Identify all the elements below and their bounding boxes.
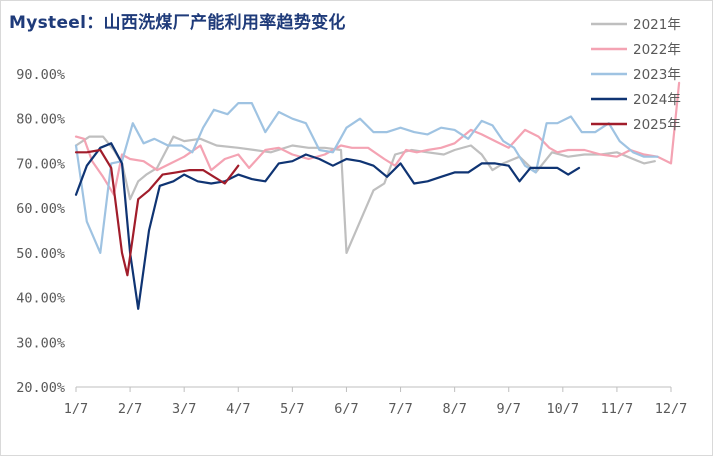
x-tick-label: 1/7	[64, 401, 88, 417]
x-tick-label: 2/7	[118, 401, 142, 417]
x-tick-label: 9/7	[497, 401, 521, 417]
legend-label: 2025年	[633, 117, 681, 133]
series-line-2025年	[74, 148, 240, 277]
y-tick-label: 70.00%	[16, 156, 65, 172]
series-line-2022年	[74, 81, 681, 196]
x-tick-label: 5/7	[280, 401, 304, 417]
y-tick-label: 80.00%	[16, 112, 65, 128]
y-tick-label: 40.00%	[16, 291, 65, 307]
x-tick-label: 4/7	[226, 401, 250, 417]
y-tick-label: 90.00%	[16, 67, 65, 83]
y-tick-label: 30.00%	[16, 335, 65, 351]
x-tick-label: 12/7	[655, 401, 688, 417]
x-tick-label: 3/7	[172, 401, 196, 417]
x-tick-label: 10/7	[547, 401, 580, 417]
y-tick-label: 60.00%	[16, 201, 65, 217]
legend-label: 2022年	[633, 42, 681, 58]
legend-label: 2021年	[633, 17, 681, 33]
y-tick-label: 20.00%	[16, 380, 65, 396]
x-tick-label: 8/7	[442, 401, 466, 417]
x-tick-label: 11/7	[601, 401, 634, 417]
chart-title: Mysteel：山西洗煤厂产能利用率趋势变化	[9, 13, 346, 33]
legend-label: 2023年	[633, 67, 681, 83]
y-tick-label: 50.00%	[16, 246, 65, 262]
series-line-2023年	[74, 102, 659, 254]
x-tick-label: 6/7	[334, 401, 358, 417]
series-line-2021年	[74, 135, 656, 254]
legend-label: 2024年	[633, 92, 681, 108]
x-tick-label: 7/7	[388, 401, 412, 417]
series-line-2024年	[74, 142, 581, 310]
